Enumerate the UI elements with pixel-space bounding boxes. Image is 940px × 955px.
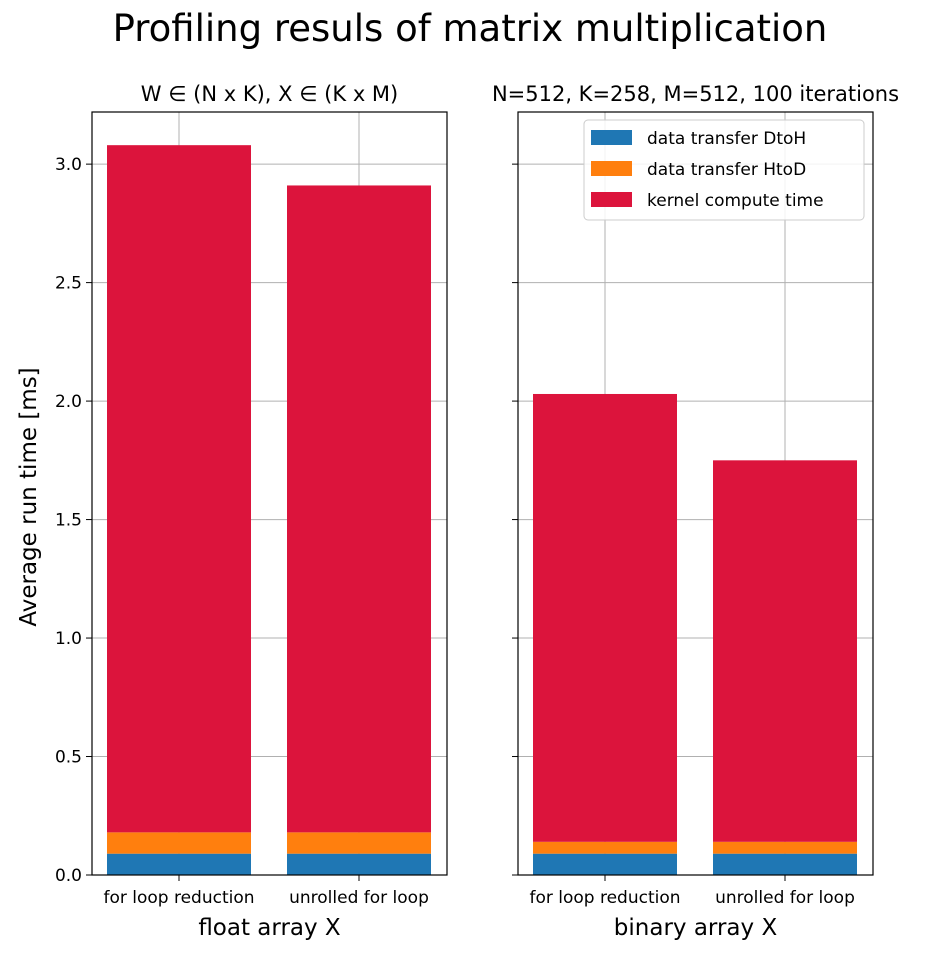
subplots: 0.0 0.5 1.0 1.5 2.0 2.5 3.0 for loop reduction u… (55, 82, 899, 941)
bar-data-transfer-htod (713, 841, 857, 854)
bar-data-transfer-htod (287, 832, 431, 854)
x-tick-label: unrolled for loop (715, 888, 855, 908)
legend-swatch (591, 161, 632, 176)
bar-kernel-compute-time (287, 185, 431, 833)
subplot-title: W ∈ (N x K), X ∈ (K x M) (141, 82, 399, 106)
legend-box (583, 119, 865, 221)
bar-data-transfer-dtoh (533, 853, 677, 875)
legend-swatch (591, 130, 632, 145)
x-axis-label: float array X (198, 915, 341, 941)
subplot-2: for loop reduction unrolled for loop N=512… (492, 82, 899, 941)
axes-frame (517, 111, 874, 876)
bar-data-transfer-htod (533, 841, 677, 854)
legend-label: kernel compute time (647, 191, 824, 211)
bar-data-transfer-dtoh (287, 853, 431, 875)
x-tick-label: unrolled for loop (289, 888, 429, 908)
y-axis-label: Average run time [ms] (16, 367, 42, 626)
y-tick-label: 0.5 (55, 748, 82, 768)
bar-data-transfer-dtoh (107, 853, 251, 875)
bar-kernel-compute-time (533, 393, 677, 842)
bar-data-transfer-htod (107, 832, 251, 854)
x-tick-label: for loop reduction (529, 888, 680, 908)
subplot-title: N=512, K=258, M=512, 100 iterations (492, 82, 899, 106)
chart-title: Profiling resuls of matrix multiplicatio… (113, 7, 828, 50)
y-tick-label: 0.0 (55, 866, 82, 886)
legend-label: data transfer HtoD (647, 160, 806, 180)
x-axis-label: binary array X (614, 915, 778, 941)
x-tick-label: for loop reduction (103, 888, 254, 908)
legend-swatch (591, 192, 632, 207)
y-tick-label: 1.0 (55, 629, 82, 649)
subplot-1: 0.0 0.5 1.0 1.5 2.0 2.5 3.0 for loop reduction u… (55, 82, 448, 941)
bar-data-transfer-dtoh (713, 853, 857, 875)
y-tick-label: 2.0 (55, 392, 82, 412)
y-tick-label: 3.0 (55, 155, 82, 175)
axes-frame (91, 111, 448, 876)
y-tick-label: 1.5 (55, 511, 82, 531)
y-tick-label: 2.5 (55, 274, 82, 294)
legend: data transfer DtoH data transfer HtoD kern… (583, 119, 865, 221)
bar-kernel-compute-time (107, 145, 251, 833)
bar-kernel-compute-time (713, 460, 857, 842)
legend-label: data transfer DtoH (647, 129, 806, 149)
